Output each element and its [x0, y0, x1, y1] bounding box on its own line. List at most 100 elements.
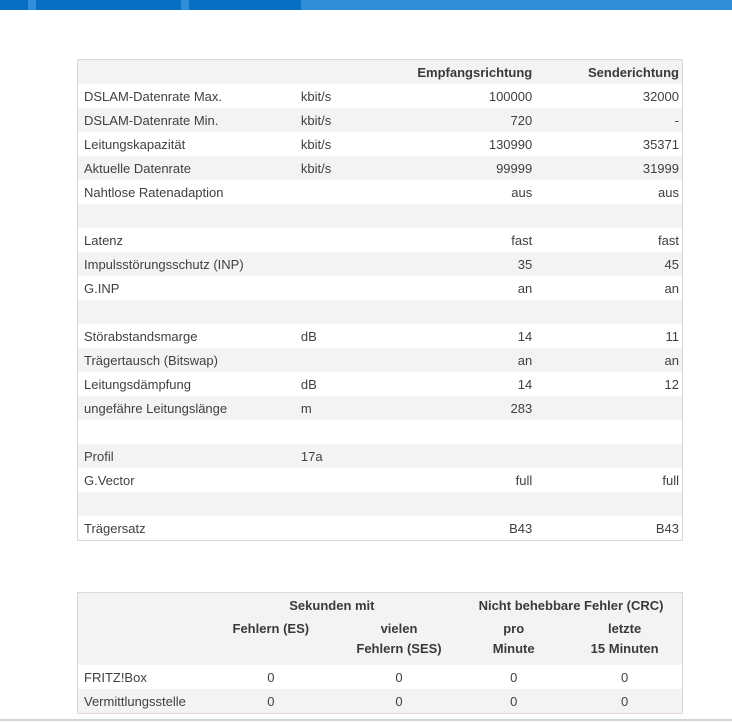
cell-rx: 14 — [517, 376, 533, 392]
cell-unit — [301, 348, 411, 372]
cell-label: G.Vector — [84, 472, 135, 488]
cell-unit: kbit/s — [300, 112, 332, 128]
tab-stub-1[interactable] — [0, 0, 28, 10]
cell-tx: full — [662, 472, 679, 488]
dsl-table-row: G.Vector full full — [77, 468, 683, 492]
cell-label: G.INP — [84, 280, 120, 296]
cell-label — [78, 204, 301, 228]
cell-rx — [411, 420, 535, 444]
dsl-table-row: Leitungsdämpfung dB 14 12 — [77, 372, 683, 396]
cell-label: ungefähre Leitungslänge — [84, 400, 228, 416]
dsl-table-row: Störabstandsmarge dB 14 11 — [77, 324, 683, 348]
tab-bar-gap — [28, 0, 36, 10]
cell-rx: 99999 — [496, 160, 533, 176]
tab-bar-gap — [181, 0, 189, 10]
header-empty-cell — [78, 593, 204, 618]
group-header-seconds: Sekunden mit — [289, 597, 375, 613]
dsl-table-row: Nahtlose Ratenadaption aus aus — [77, 180, 683, 204]
cell-tx — [535, 444, 682, 468]
cell-rx: 35 — [517, 256, 533, 272]
error-table-group-header-row: Sekunden mit Nicht behebbare Fehler (CRC… — [77, 592, 683, 618]
cell-tx: 11 — [665, 328, 680, 344]
cell-unit — [301, 300, 411, 324]
dsl-table-row: Leitungskapazität kbit/s 130990 35371 — [77, 132, 683, 156]
col-header-last-15-min: letzte 15 Minuten — [590, 621, 659, 656]
dsl-table-row: DSLAM-Datenrate Min. kbit/s 720 - — [77, 108, 683, 132]
cell-unit: dB — [300, 376, 317, 392]
cell-tx — [535, 396, 682, 420]
cell-label: DSLAM-Datenrate Min. — [84, 112, 219, 128]
cell-error-count: 0 — [267, 669, 275, 685]
header-downstream: Empfangsrichtung — [417, 64, 533, 80]
error-table-column-header-row: Fehlern (ES) vielen Fehlern (SES) pro Mi… — [77, 617, 683, 665]
tab-stub-2[interactable] — [36, 0, 181, 10]
cell-tx: aus — [658, 184, 679, 200]
tab-bar — [0, 0, 732, 10]
cell-error-count: 0 — [395, 693, 403, 709]
cell-tx: 32000 — [642, 88, 679, 104]
cell-unit: dB — [300, 328, 317, 344]
cell-tx — [535, 204, 682, 228]
spacer-row — [77, 492, 683, 516]
cell-tx — [535, 492, 682, 516]
cell-error-count: 0 — [267, 693, 275, 709]
cell-label — [78, 420, 301, 444]
cell-tx: an — [664, 280, 679, 296]
cell-label: Latenz — [84, 232, 124, 248]
dsl-parameters-table: Empfangsrichtung Senderichtung DSLAM-Dat… — [77, 59, 683, 541]
cell-label: Aktuelle Datenrate — [84, 160, 191, 176]
cell-tx: 35371 — [642, 136, 679, 152]
dsl-table-row: Impulsstörungsschutz (INP) 35 45 — [77, 252, 683, 276]
cell-rx: fast — [511, 232, 533, 248]
cell-rx — [411, 300, 535, 324]
error-counters-table: Sekunden mit Nicht behebbare Fehler (CRC… — [77, 592, 683, 714]
cell-error-count: 0 — [395, 669, 403, 685]
tab-bar-background — [301, 0, 732, 10]
spacer-row — [77, 420, 683, 444]
group-header-crc: Nicht behebbare Fehler (CRC) — [478, 597, 664, 613]
dsl-table-row: ungefähre Leitungslänge m 283 — [77, 396, 683, 420]
cell-rx — [411, 204, 535, 228]
dsl-table-row: DSLAM-Datenrate Max. kbit/s 100000 32000 — [77, 84, 683, 108]
cell-tx: fast — [658, 232, 679, 248]
cell-rx: full — [515, 472, 533, 488]
cell-unit — [301, 276, 411, 300]
cell-error-count: 0 — [621, 669, 629, 685]
cell-rx: 283 — [510, 400, 533, 416]
cell-label: Trägertausch (Bitswap) — [84, 352, 218, 368]
header-empty-cell — [78, 60, 301, 85]
cell-unit — [301, 516, 411, 541]
cell-unit: kbit/s — [300, 88, 332, 104]
cell-rx: 130990 — [488, 136, 533, 152]
header-upstream: Senderichtung — [587, 64, 679, 80]
cell-tx: an — [664, 352, 679, 368]
cell-unit — [301, 204, 411, 228]
col-header-es: Fehlern (ES) — [232, 621, 310, 636]
cell-tx: 31999 — [642, 160, 679, 176]
cell-device-label: FRITZ!Box — [84, 669, 147, 685]
dsl-table-row: Trägertausch (Bitswap) an an — [77, 348, 683, 372]
cell-unit — [301, 180, 411, 204]
error-table-row: FRITZ!Box 0 0 0 0 — [77, 665, 683, 689]
dsl-table-row: Trägersatz B43 B43 — [77, 516, 683, 541]
dsl-table-row: G.INP an an — [77, 276, 683, 300]
cell-label: Nahtlose Ratenadaption — [84, 184, 224, 200]
cell-unit — [301, 468, 411, 492]
col-header-ses: vielen Fehlern (SES) — [356, 621, 442, 656]
dsl-table-row: Aktuelle Datenrate kbit/s 99999 31999 — [77, 156, 683, 180]
spacer-row — [77, 300, 683, 324]
cell-tx — [535, 420, 682, 444]
cell-rx: 14 — [517, 328, 533, 344]
cell-error-count: 0 — [621, 693, 629, 709]
header-empty-cell — [78, 617, 204, 665]
tab-stub-3[interactable] — [189, 0, 301, 10]
dsl-table-row: Latenz fast fast — [77, 228, 683, 252]
dsl-table-row: Profil 17a — [77, 444, 683, 468]
cell-rx: an — [517, 352, 533, 368]
cell-error-count: 0 — [510, 693, 518, 709]
header-empty-cell — [301, 60, 411, 85]
cell-label — [78, 300, 301, 324]
cell-rx: 720 — [510, 112, 533, 128]
cell-tx: 45 — [664, 256, 679, 272]
